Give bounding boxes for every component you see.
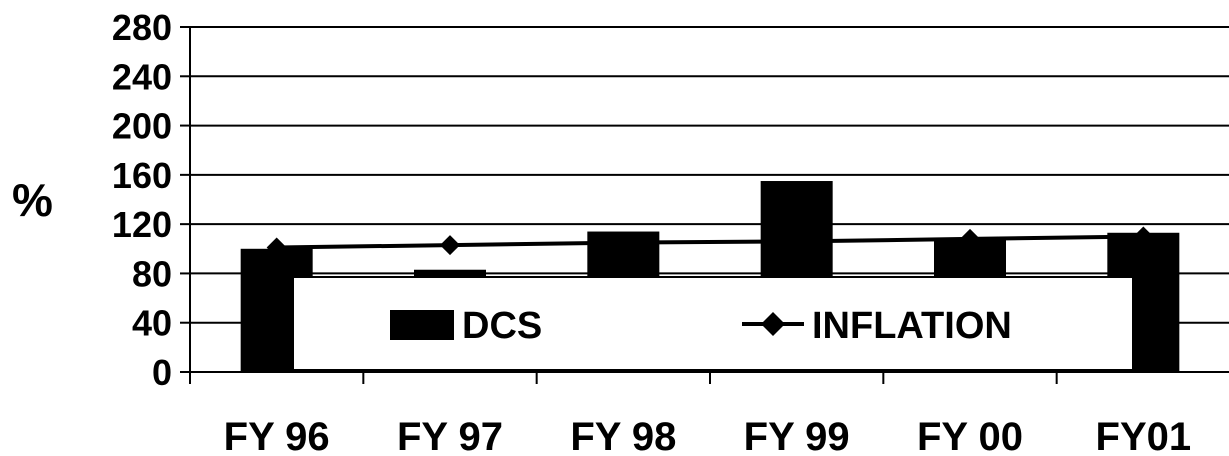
- inflation-series-line: [276, 234, 1144, 250]
- legend-label-dcs: DCS: [462, 305, 542, 347]
- grid-lines: [190, 26, 1229, 324]
- inflation-marker-fy97: [440, 235, 460, 256]
- legend-label-inflation: INFLATION: [812, 305, 1012, 347]
- legend-swatch-dcs: [390, 310, 454, 340]
- y-tick-label: 120: [112, 204, 172, 245]
- y-tick-label: 40: [132, 303, 172, 344]
- y-tick-label: 160: [112, 155, 172, 196]
- y-tick-label: 280: [112, 7, 172, 48]
- inflation-marker-fy98: [613, 232, 634, 253]
- x-tick-label: FY 97: [397, 415, 503, 456]
- legend: DCS INFLATION: [292, 276, 1134, 371]
- y-tick-label: 240: [112, 56, 172, 97]
- y-tick-labels: 0 40 80 120 160 200 240 280: [112, 7, 172, 393]
- inflation-marker-fy99: [786, 231, 807, 252]
- x-tick-label: FY 98: [570, 415, 676, 456]
- y-tick-label: 80: [132, 253, 172, 294]
- y-axis-label: %: [12, 174, 53, 226]
- inflation-line: [266, 226, 1154, 258]
- x-tick-label: FY 99: [744, 415, 850, 456]
- inflation-marker-fy00: [960, 228, 980, 249]
- inflation-marker-fy01: [1133, 226, 1154, 247]
- inflation-marker-fy96: [266, 237, 287, 258]
- y-tick-label: 0: [152, 352, 172, 393]
- x-tick-label: FY 00: [917, 415, 1023, 456]
- legend-marker-inflation: [761, 312, 785, 336]
- x-tick-label: FY01: [1096, 415, 1192, 456]
- x-tick-labels: FY 96 FY 97 FY 98 FY 99 FY 00 FY01: [224, 415, 1191, 456]
- y-tick-label: 200: [112, 106, 172, 147]
- x-tick-label: FY 96: [224, 415, 330, 456]
- axes: [180, 26, 1229, 384]
